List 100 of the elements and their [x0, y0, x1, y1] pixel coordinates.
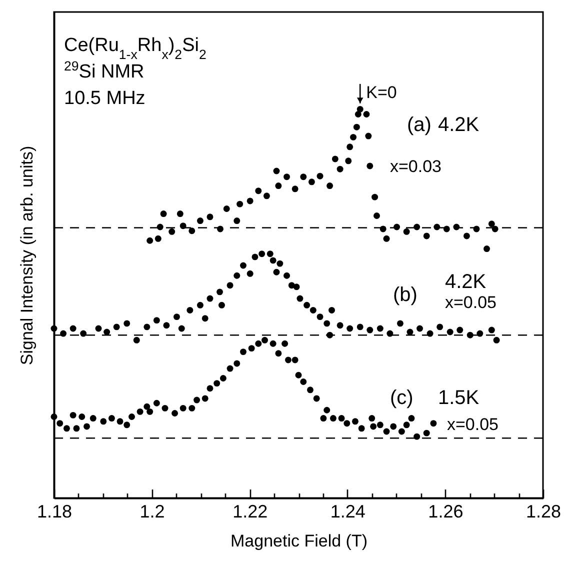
- annotation: 4.2K: [445, 271, 487, 293]
- point: [358, 425, 365, 432]
- point: [168, 228, 176, 235]
- point: [345, 158, 352, 164]
- point: [104, 328, 110, 336]
- point: [196, 218, 204, 224]
- point: [188, 228, 196, 234]
- point: [350, 134, 357, 140]
- point: [223, 206, 230, 212]
- point: [276, 260, 284, 267]
- point: [344, 420, 350, 427]
- point: [124, 422, 130, 428]
- point: [136, 408, 144, 415]
- point: [436, 324, 444, 330]
- annotation: 4.2K: [438, 114, 480, 136]
- point: [370, 423, 377, 430]
- point: [284, 356, 292, 364]
- point: [50, 325, 58, 332]
- point: [100, 418, 107, 425]
- point: [284, 272, 290, 279]
- point: [78, 414, 86, 420]
- annotation: 1.5K: [438, 387, 480, 409]
- point: [390, 423, 397, 430]
- point: [56, 420, 64, 427]
- point: [356, 106, 364, 112]
- y-axis-title: Signal Intensity (in arb. units): [18, 146, 36, 366]
- x-tick-label: 1.22: [232, 502, 268, 522]
- x-tick-label: 1.26: [428, 502, 464, 522]
- point: [154, 235, 162, 242]
- point: [144, 324, 150, 330]
- point: [488, 220, 495, 228]
- point: [282, 340, 288, 347]
- point: [352, 418, 358, 425]
- point: [218, 302, 225, 308]
- point: [414, 224, 420, 230]
- x-axis-title: Magnetic Field (T): [230, 532, 368, 550]
- text: 10.5 MHz: [64, 88, 146, 109]
- point: [255, 340, 262, 347]
- point: [416, 325, 424, 332]
- point: [493, 336, 500, 344]
- point: [273, 268, 280, 276]
- point: [383, 428, 390, 435]
- point: [133, 336, 140, 344]
- point: [176, 210, 184, 218]
- point: [328, 306, 335, 314]
- point: [162, 404, 168, 412]
- point: [354, 111, 362, 118]
- point: [396, 320, 404, 327]
- point: [383, 235, 390, 242]
- point: [430, 420, 437, 427]
- point: [363, 111, 370, 118]
- point: [206, 385, 214, 392]
- point: [113, 324, 120, 330]
- point: [216, 288, 224, 296]
- point: [488, 326, 495, 334]
- point: [366, 326, 374, 334]
- point: [446, 328, 454, 336]
- point: [310, 306, 316, 314]
- point: [300, 378, 307, 385]
- point: [353, 124, 360, 130]
- point: [403, 422, 410, 428]
- point: [202, 395, 208, 402]
- point: [50, 414, 58, 420]
- point: [60, 330, 67, 337]
- point: [73, 425, 80, 432]
- annotation: (b): [393, 284, 418, 306]
- point: [172, 410, 178, 416]
- point: [180, 404, 186, 412]
- point: [293, 284, 300, 290]
- point: [248, 345, 255, 352]
- point: [70, 325, 76, 332]
- point: [146, 237, 154, 244]
- point: [252, 254, 258, 260]
- annotation: x=0.05: [445, 293, 497, 312]
- point: [313, 395, 320, 402]
- point: [366, 162, 374, 170]
- point: [270, 257, 276, 264]
- point: [296, 295, 304, 302]
- point: [365, 132, 372, 140]
- point: [304, 302, 310, 308]
- point: [330, 415, 336, 422]
- point: [408, 415, 415, 422]
- point: [262, 336, 268, 344]
- point: [163, 322, 170, 329]
- point: [356, 324, 364, 330]
- point: [108, 415, 115, 422]
- point: [160, 210, 167, 218]
- point: [202, 315, 208, 322]
- point: [414, 433, 420, 440]
- point: [300, 174, 307, 180]
- point: [336, 166, 344, 172]
- point: [456, 326, 464, 334]
- point: [240, 348, 246, 356]
- point: [84, 423, 90, 430]
- point: [292, 356, 298, 364]
- point: [214, 380, 220, 387]
- point: [324, 320, 330, 327]
- x-tick-label: 1.18: [36, 502, 72, 522]
- point: [206, 295, 214, 302]
- point: [346, 144, 354, 150]
